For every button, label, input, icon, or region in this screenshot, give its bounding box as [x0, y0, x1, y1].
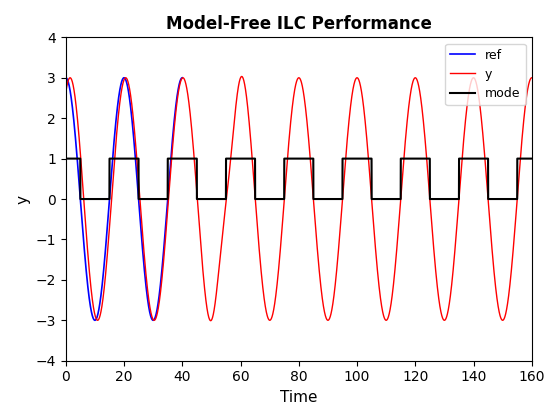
- mode: [86, 197, 92, 202]
- y: [408, 86, 415, 91]
- Line: y: y: [66, 76, 532, 321]
- Title: Model-Free ILC Performance: Model-Free ILC Performance: [166, 15, 432, 33]
- ref: [176, 83, 183, 88]
- mode: [433, 197, 440, 202]
- ref: [116, 90, 123, 95]
- ref: [68, 99, 75, 104]
- y: [529, 75, 535, 80]
- y: [86, 267, 92, 272]
- mode: [408, 156, 414, 161]
- mode: [77, 197, 83, 202]
- y: [358, 92, 365, 97]
- mode: [529, 156, 535, 161]
- y: [231, 116, 238, 121]
- X-axis label: Time: Time: [280, 390, 318, 405]
- mode: [358, 156, 365, 161]
- ref: [91, 318, 98, 323]
- mode: [338, 197, 345, 202]
- y: [62, 90, 69, 95]
- y: [433, 273, 440, 278]
- ref: [154, 304, 161, 309]
- mode: [62, 156, 69, 161]
- ref: [175, 83, 182, 88]
- ref: [179, 75, 185, 80]
- Legend: ref, y, mode: ref, y, mode: [445, 44, 525, 105]
- Line: ref: ref: [66, 78, 182, 320]
- y: [207, 318, 214, 323]
- Y-axis label: y: y: [15, 194, 30, 204]
- y: [239, 74, 245, 79]
- ref: [119, 77, 126, 82]
- ref: [62, 75, 69, 80]
- y: [338, 208, 345, 213]
- Line: mode: mode: [66, 159, 532, 199]
- mode: [231, 156, 238, 161]
